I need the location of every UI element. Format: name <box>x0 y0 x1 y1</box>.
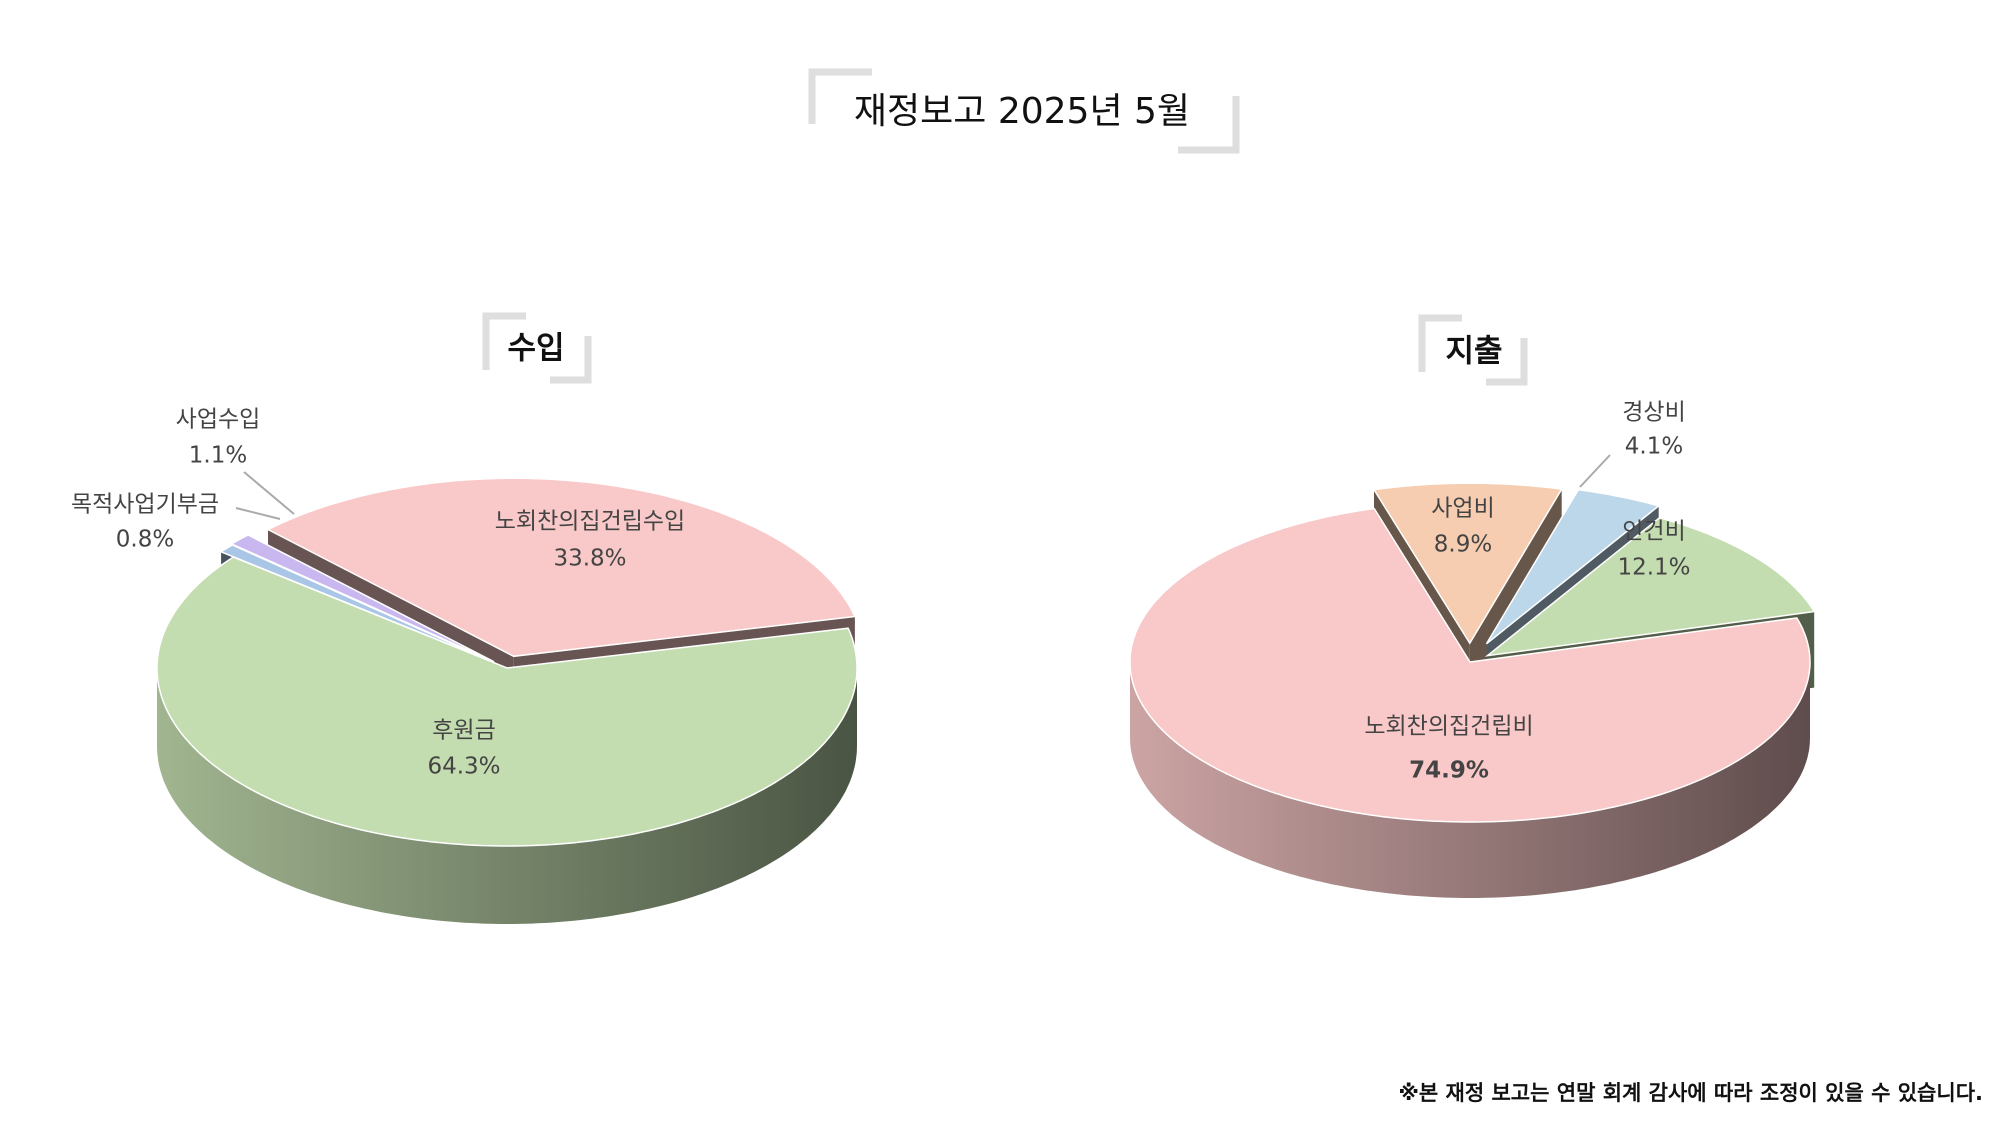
title-bracket <box>808 68 872 124</box>
section-bracket <box>482 312 526 370</box>
slice-side <box>1130 662 1810 898</box>
value-label: 33.8% <box>553 546 626 572</box>
value-label: 1.1% <box>189 443 247 469</box>
page-title: 재정보고 2025년 5월 <box>854 91 1190 132</box>
leader-line <box>1579 454 1611 488</box>
value-label: 12.1% <box>1617 555 1690 581</box>
slice-label: 후원금 <box>432 718 495 744</box>
value-label: 0.8% <box>116 527 174 553</box>
leader-line <box>235 507 281 520</box>
slice-label: 사업비 <box>1431 496 1494 522</box>
slice-label: 노회찬의집건립비 <box>1364 714 1533 740</box>
slice-label: 사업수입 <box>176 407 261 433</box>
slice-label: 경상비 <box>1622 400 1685 426</box>
slice-label: 인건비 <box>1622 519 1685 545</box>
pie-slice <box>1485 488 1661 645</box>
value-label: 4.1% <box>1625 434 1683 460</box>
slice-label: 목적사업기부금 <box>71 492 219 518</box>
pie-slice <box>1129 507 1811 823</box>
chart-title: 지출 <box>1445 334 1502 370</box>
value-label: 8.9% <box>1434 532 1492 558</box>
section-bracket <box>1418 314 1462 372</box>
title-bracket <box>1178 96 1240 154</box>
leader-line <box>243 471 295 515</box>
chart-title: 수입 <box>507 331 564 367</box>
footnote: ※본 재정 보고는 연말 회계 감사에 따라 조정이 있을 수 있습니다. <box>1398 1081 1983 1105</box>
slice-side <box>157 668 857 924</box>
section-bracket <box>1486 338 1528 386</box>
value-label: 64.3% <box>427 754 500 780</box>
pie-slice <box>266 477 857 658</box>
pie-slice <box>1484 516 1816 657</box>
slice-label: 노회찬의집건립수입 <box>495 509 685 535</box>
pie-slice <box>229 534 495 663</box>
value-label: 74.9% <box>1409 758 1489 784</box>
section-bracket <box>550 336 592 384</box>
pie-slice <box>156 556 858 847</box>
pie-slice <box>1372 482 1563 645</box>
